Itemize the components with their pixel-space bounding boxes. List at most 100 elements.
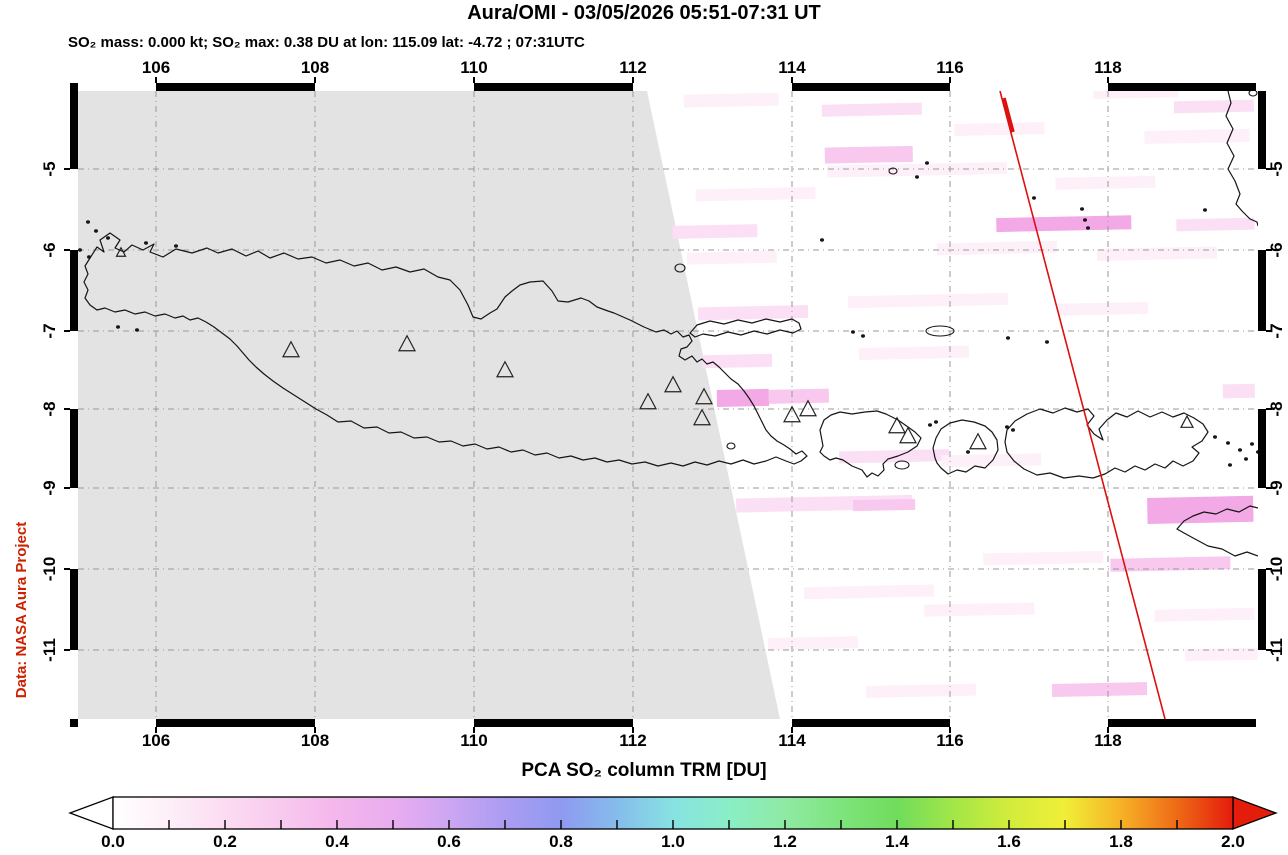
map-canvas: [78, 85, 1264, 720]
lon-tick-mark-top: [155, 77, 157, 83]
lat-tick-label-left: -5: [40, 161, 59, 177]
so2-streak: [1096, 246, 1218, 261]
frame-segment-bottom: [950, 719, 1108, 727]
island-outline: [1248, 89, 1258, 97]
figure-title: Aura/OMI - 03/05/2026 05:51-07:31 UT: [467, 2, 821, 24]
lon-tick-label-bottom: 112: [619, 731, 647, 750]
colorbar-tick-label: 1.6: [997, 832, 1021, 851]
so2-streak: [827, 161, 1008, 178]
small-island: [925, 161, 929, 165]
volcano-triangle-marker: [695, 387, 713, 405]
colorbar-overflow-arrow: [1232, 796, 1278, 830]
island-outline: [726, 442, 736, 450]
colorbar-tick-label: 0.6: [437, 832, 461, 851]
so2-streak: [686, 250, 778, 265]
small-island: [1045, 340, 1049, 344]
lon-tick-mark-bottom: [1107, 727, 1109, 733]
so2-streak: [954, 122, 1045, 136]
so2-streak: [853, 498, 916, 512]
lon-tick-label-bottom: 116: [936, 731, 964, 750]
colorbar-tick-label: 0.0: [101, 832, 125, 851]
lat-tick-mark-left: [64, 168, 70, 170]
lon-tick-mark-bottom: [314, 727, 316, 733]
coastline-bali: [819, 410, 922, 478]
so2-streak: [941, 453, 1042, 468]
frame-segment-top: [1256, 83, 1266, 91]
small-island: [116, 325, 120, 329]
coastline-lombok: [932, 419, 999, 475]
small-island: [86, 220, 90, 224]
lat-tick-mark-left: [64, 568, 70, 570]
lat-tick-mark-right: [1266, 408, 1272, 410]
small-island: [174, 244, 178, 248]
lat-tick-mark-left: [64, 249, 70, 251]
colorbar-tick-label: 1.8: [1109, 832, 1133, 851]
lon-tick-label-top: 106: [141, 58, 171, 77]
frame-segment-right: [1258, 331, 1266, 409]
island-outline: [674, 263, 686, 273]
frame-segment-right: [1258, 650, 1266, 719]
small-island: [1213, 435, 1217, 439]
so2-streak: [1173, 99, 1254, 114]
lon-tick-label-bottom: 108: [300, 731, 330, 750]
frame-segment-left: [70, 331, 78, 409]
small-island: [1226, 441, 1230, 445]
colorbar-tick-label: 2.0: [1221, 832, 1245, 851]
so2-streak: [1147, 495, 1254, 524]
island-outline: [888, 167, 898, 175]
small-island: [1250, 442, 1254, 446]
so2-streak: [839, 449, 950, 464]
lon-tick-mark-bottom: [632, 727, 634, 733]
small-island: [1032, 196, 1036, 200]
volcano-triangle-marker: [115, 246, 127, 257]
orbit-edge-line: [999, 90, 1166, 720]
lon-tick-mark-bottom: [473, 727, 475, 733]
volcano-triangle-marker: [664, 375, 682, 393]
so2-streak: [1144, 128, 1250, 144]
frame-segment-right: [1258, 488, 1266, 569]
volcano-triangle-marker: [496, 360, 514, 378]
lon-tick-mark-bottom: [791, 727, 793, 733]
so2-streak: [824, 145, 913, 164]
so2-streak: [1176, 217, 1255, 232]
small-island: [820, 238, 824, 242]
frame-segment-top: [633, 83, 792, 91]
frame-segment-top: [315, 83, 474, 91]
coastline-sumba: [1176, 505, 1259, 557]
volcano-triangle-marker: [639, 392, 657, 410]
lat-tick-label-left: -8: [40, 401, 59, 417]
lon-tick-mark-bottom: [949, 727, 951, 733]
map-frame: [70, 83, 1266, 727]
lat-tick-mark-left: [64, 649, 70, 651]
so2-streak: [1057, 301, 1149, 316]
colorbar-tick-label: 1.2: [773, 832, 797, 851]
small-island: [1086, 226, 1090, 230]
lon-tick-mark-top: [791, 77, 793, 83]
lat-tick-mark-right: [1266, 487, 1272, 489]
lon-tick-label-bottom: 118: [1094, 731, 1122, 750]
lon-tick-label-bottom: 106: [141, 731, 171, 750]
lat-tick-mark-left: [64, 330, 70, 332]
coastline-java: [83, 232, 808, 467]
coastline-sulawesi-sw: [1225, 90, 1259, 227]
colorbar-tick-label: 0.2: [213, 832, 237, 851]
frame-segment-top: [950, 83, 1108, 91]
small-island: [78, 248, 82, 252]
so2-streak: [996, 215, 1132, 233]
small-island: [1006, 336, 1010, 340]
frame-segment-bottom: [315, 719, 474, 727]
so2-streak: [858, 345, 970, 360]
small-island: [1228, 463, 1232, 467]
small-island: [1011, 428, 1015, 432]
so2-streak: [1093, 85, 1179, 100]
lon-tick-mark-top: [949, 77, 951, 83]
lon-tick-mark-top: [1107, 77, 1109, 83]
so2-streak: [683, 92, 779, 108]
lon-tick-mark-top: [314, 77, 316, 83]
so2-streak: [821, 102, 922, 117]
small-island: [94, 229, 98, 233]
small-island: [87, 255, 91, 259]
so2-streak: [983, 550, 1104, 566]
small-island: [966, 450, 970, 454]
volcano-triangle-marker: [969, 432, 987, 450]
